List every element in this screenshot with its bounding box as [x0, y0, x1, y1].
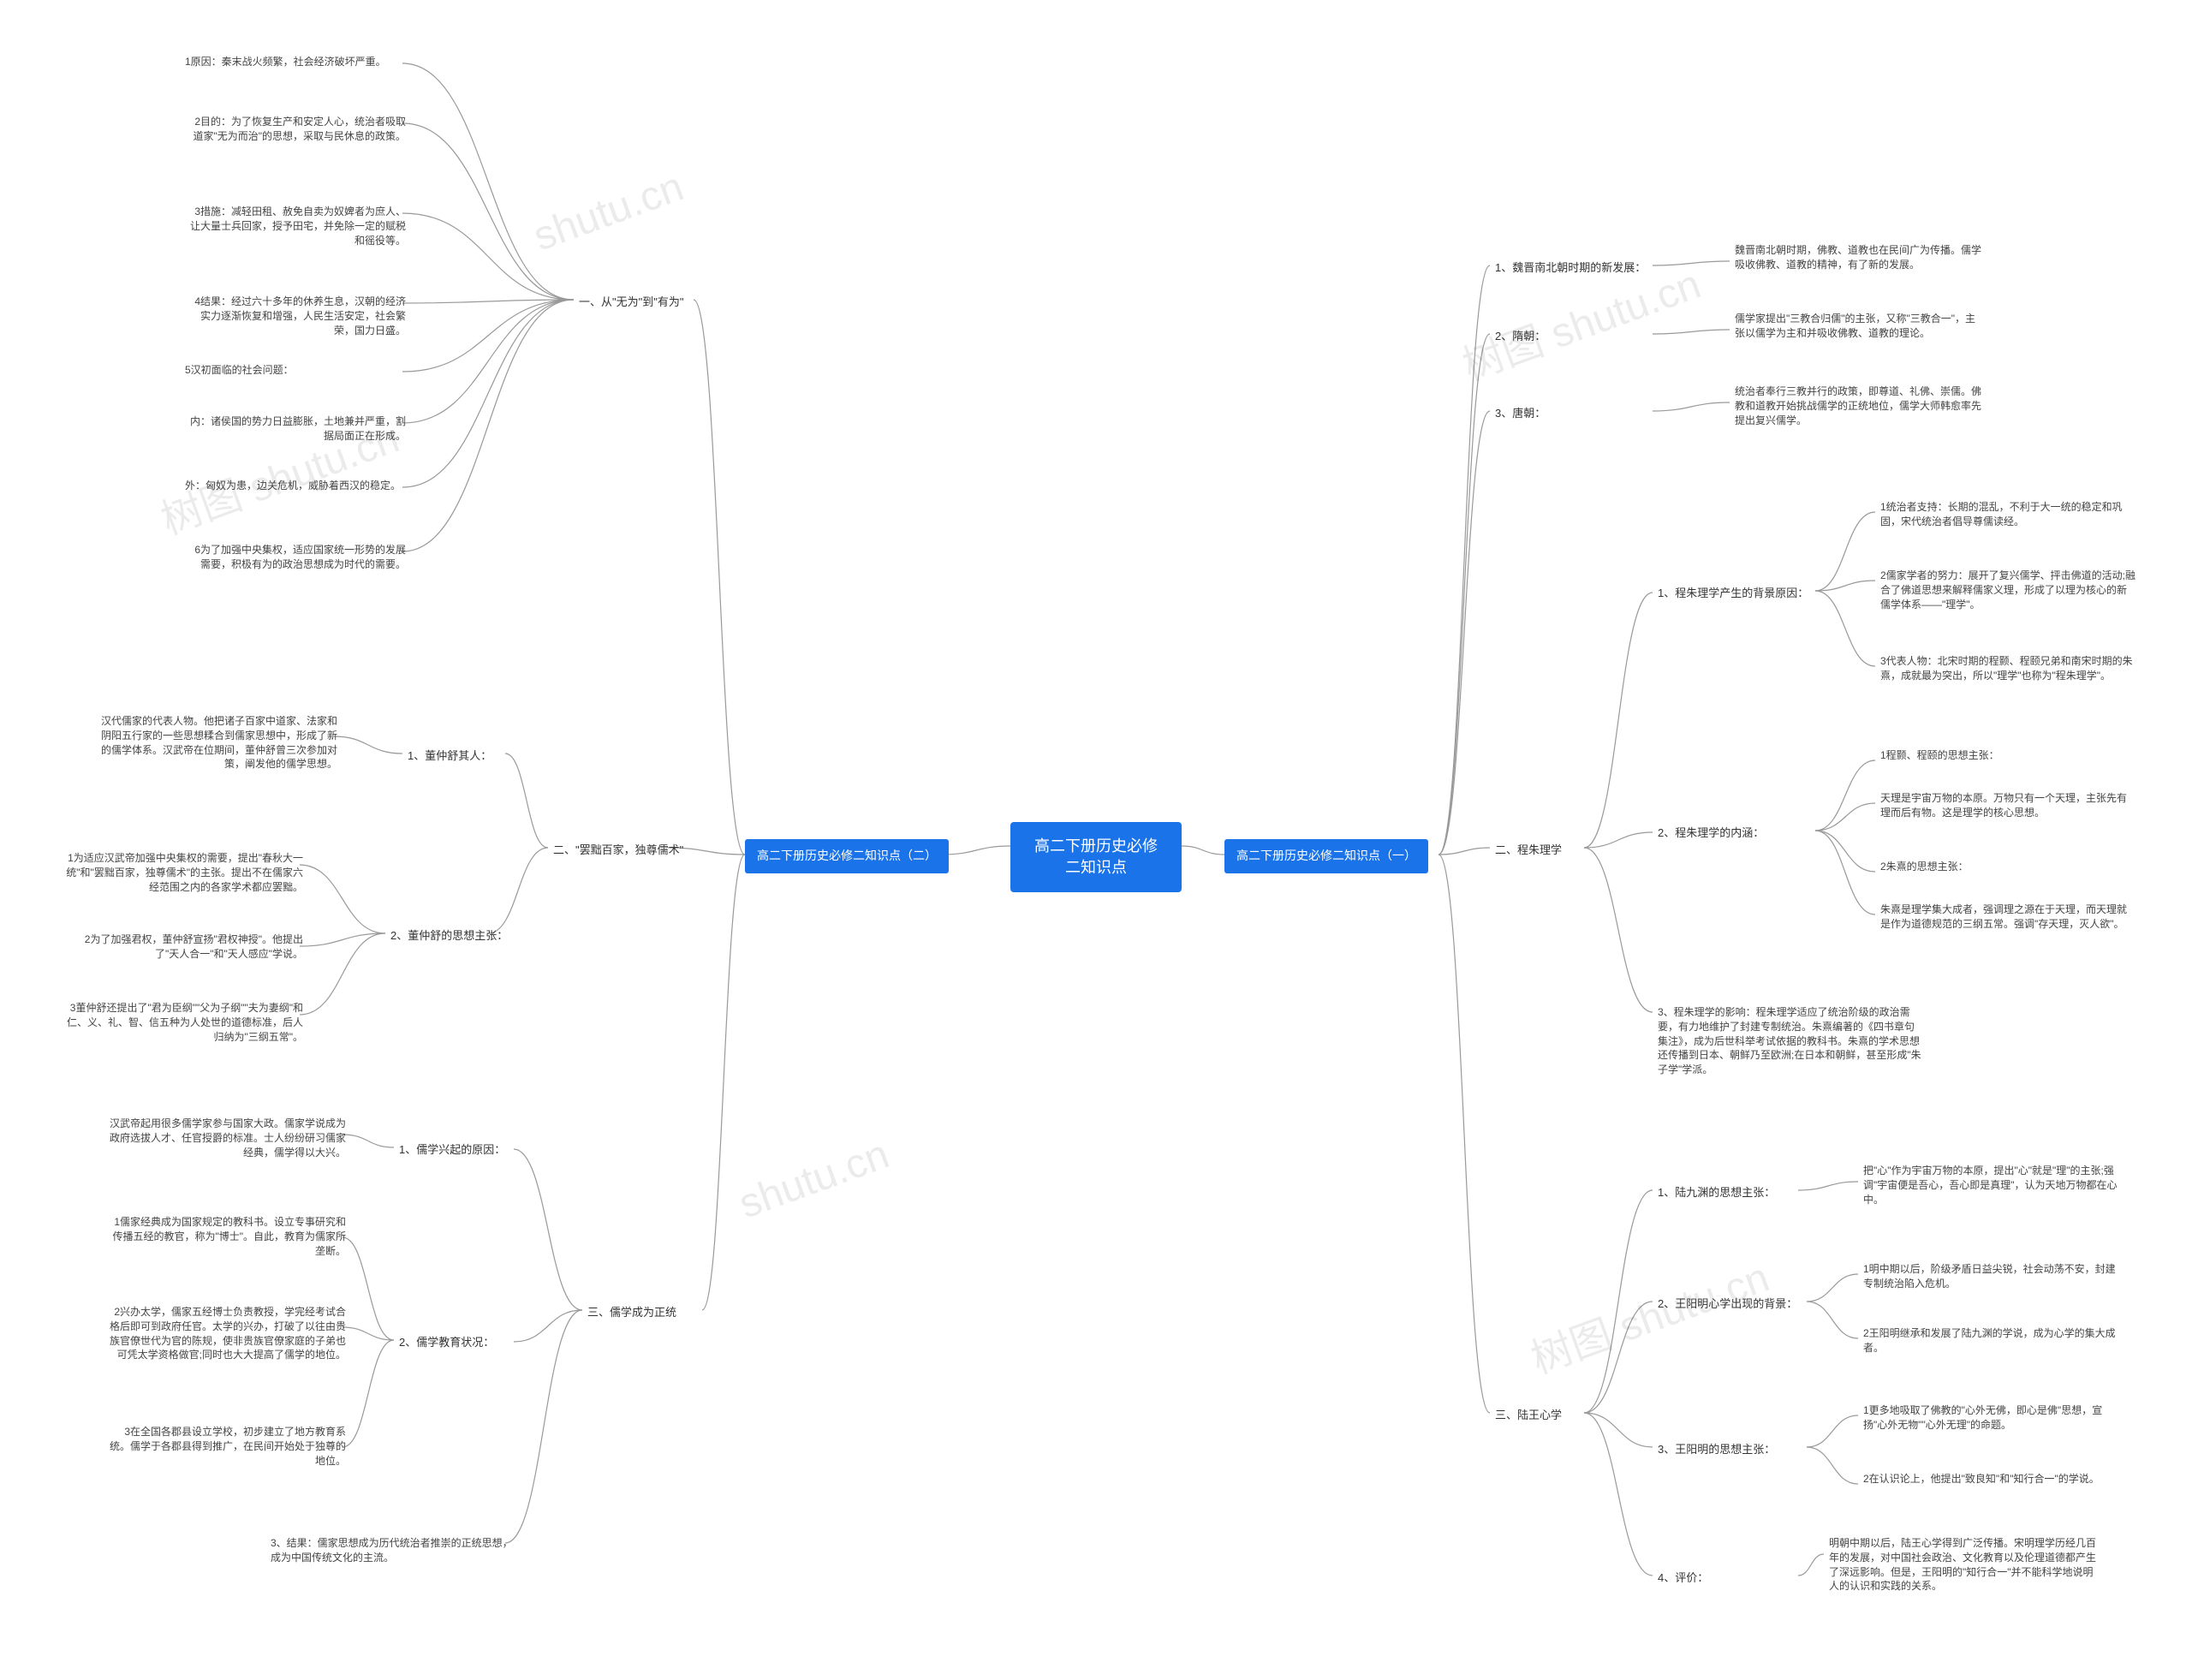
mindmap-node: 魏晋南北朝时期，佛教、道教也在民间广为传播。儒学吸收佛教、道教的精神，有了新的发…: [1730, 240, 1986, 276]
mindmap-node: 1原因：秦末战火频繁，社会经济破坏严重。: [180, 51, 391, 73]
watermark: shutu.cn: [527, 164, 689, 261]
mindmap-node: 2目的：为了恢复生产和安定人心，统治者吸取道家"无为而治"的思想，采取与民休息的…: [180, 111, 411, 147]
mindmap-node: 天理是宇宙万物的本原。万物只有一个天理，主张先有理而后有物。这是理学的核心思想。: [1875, 788, 2141, 824]
mindmap-node: 一、从"无为"到"有为": [574, 291, 688, 313]
mindmap-node: 1儒家经典成为国家规定的教科书。设立专事研究和传播五经的教官，称为"博士"。自此…: [103, 1212, 351, 1261]
mindmap-node: 儒学家提出"三教合归儒"的主张，又称"三教合一"，主张以儒学为主和并吸收佛教、道…: [1730, 308, 1986, 344]
mindmap-node: 1更多地吸取了佛教的"心外无佛，即心是佛"思想，宣扬"心外无物""心外无理"的命…: [1858, 1400, 2124, 1436]
mindmap-node: 内：诸侯国的势力日益膨胀，土地兼并严重，割据局面正在形成。: [180, 411, 411, 447]
mindmap-node: 3、王阳明的思想主张：: [1653, 1439, 1780, 1461]
branch-right: 高二下册历史必修二知识点（一）: [1224, 839, 1428, 873]
mindmap-node: 汉代儒家的代表人物。他把诸子百家中道家、法家和阴阳五行家的一些思想糅合到儒家思想…: [94, 711, 342, 775]
mindmap-node: 5汉初面临的社会问题：: [180, 360, 299, 381]
mindmap-node: 3董仲舒还提出了"君为臣纲""父为子纲""夫为妻纲"和仁、义、礼、智、信五种为人…: [60, 998, 308, 1047]
mindmap-node: 1程颢、程颐的思想主张：: [1875, 745, 2004, 766]
mindmap-node: 2儒家学者的努力：展开了复兴儒学、抨击佛道的活动;融合了佛道思想来解释儒家义理，…: [1875, 565, 2141, 615]
mindmap-node: 1、程朱理学产生的背景原因：: [1653, 582, 1814, 605]
mindmap-node: 6为了加强中央集权，适应国家统一形势的发展需要，积极有为的政治思想成为时代的需要…: [180, 539, 411, 575]
mindmap-node: 2朱熹的思想主张：: [1875, 856, 1974, 878]
mindmap-node: 1、魏晋南北朝时期的新发展：: [1490, 257, 1651, 279]
mindmap-node: 2、王阳明心学出现的背景：: [1653, 1293, 1802, 1315]
mindmap-node: 2、隋朝：: [1490, 325, 1551, 348]
mindmap-node: 3、唐朝：: [1490, 402, 1551, 425]
mindmap-node: 明朝中期以后，陆王心学得到广泛传播。宋明理学历经几百年的发展，对中国社会政治、文…: [1824, 1533, 2106, 1597]
mindmap-node: 1、董仲舒其人：: [402, 745, 497, 767]
mindmap-node: 统治者奉行三教并行的政策，即尊道、礼佛、崇儒。佛教和道教开始挑战儒学的正统地位，…: [1730, 381, 1986, 431]
mindmap-node: 4结果：经过六十多年的休养生息，汉朝的经济实力逐渐恢复和增强，人民生活安定，社会…: [180, 291, 411, 341]
mindmap-node: 2、儒学教育状况：: [394, 1331, 499, 1354]
mindmap-node: 3在全国各郡县设立学校，初步建立了地方教育系统。儒学于各郡县得到推广，在民间开始…: [103, 1421, 351, 1471]
mindmap-node: 2为了加强君权，董仲舒宣扬"君权神授"。他提出了"天人合一"和"天人感应"学说。: [60, 929, 308, 965]
watermark: shutu.cn: [733, 1131, 895, 1229]
mindmap-node: 1统治者支持：长期的混乱，不利于大一统的稳定和巩固，宋代统治者倡导尊儒读经。: [1875, 497, 2141, 533]
mindmap-node: 2、程朱理学的内涵：: [1653, 822, 1769, 844]
mindmap-node: 2在认识论上，他提出"致良知"和"知行合一"的学说。: [1858, 1469, 2105, 1490]
mindmap-node: 三、陆王心学: [1490, 1404, 1567, 1427]
mindmap-node: 1明中期以后，阶级矛盾日益尖锐，社会动荡不安，封建专制统治陷入危机。: [1858, 1259, 2124, 1295]
mindmap-node: 二、程朱理学: [1490, 839, 1567, 861]
mindmap-node: 2、董仲舒的思想主张：: [385, 925, 513, 947]
mindmap-node: 把"心"作为宇宙万物的本原，提出"心"就是"理"的主张;强调"宇宙便是吾心，吾心…: [1858, 1160, 2141, 1210]
mindmap-node: 二、"罢黜百家，独尊儒术": [548, 839, 688, 861]
mindmap-node: 汉武帝起用很多儒学家参与国家大政。儒家学说成为政府选拔人才、任官授爵的标准。士人…: [103, 1113, 351, 1163]
branch-left: 高二下册历史必修二知识点（二）: [745, 839, 949, 873]
mindmap-node: 4、评价：: [1653, 1567, 1713, 1589]
mindmap-node: 2兴办太学，儒家五经博士负责教授，学完经考试合格后即可到政府任官。太学的兴办，打…: [103, 1302, 351, 1366]
mindmap-node: 3、程朱理学的影响：程朱理学适应了统治阶级的政治需要，有力地维护了封建专制统治。…: [1653, 1002, 1927, 1081]
mindmap-node: 3、结果：儒家思想成为历代统治者推崇的正统思想，成为中国传统文化的主流。: [265, 1533, 522, 1569]
mindmap-node: 3代表人物：北宋时期的程颢、程颐兄弟和南宋时期的朱熹，成就最为突出，所以"理学"…: [1875, 651, 2141, 687]
mindmap-node: 三、儒学成为正统: [582, 1302, 682, 1324]
mindmap-node: 朱熹是理学集大成者，强调理之源在于天理，而天理就是作为道德规范的三纲五常。强调"…: [1875, 899, 2141, 935]
root-node: 高二下册历史必修二知识点: [1010, 822, 1182, 892]
mindmap-node: 1为适应汉武帝加强中央集权的需要，提出"春秋大一统"和"罢黜百家，独尊儒术"的主…: [60, 848, 308, 897]
mindmap-node: 2王阳明继承和发展了陆九渊的学说，成为心学的集大成者。: [1858, 1323, 2124, 1359]
mindmap-node: 1、儒学兴起的原因：: [394, 1139, 510, 1161]
mindmap-node: 外：匈奴为患，边关危机，威胁着西汉的稳定。: [180, 475, 406, 497]
mindmap-node: 3措施：减轻田租、赦免自卖为奴婢者为庶人、让大量士兵回家，授予田宅，并免除一定的…: [180, 201, 411, 251]
mindmap-node: 1、陆九渊的思想主张：: [1653, 1182, 1780, 1204]
